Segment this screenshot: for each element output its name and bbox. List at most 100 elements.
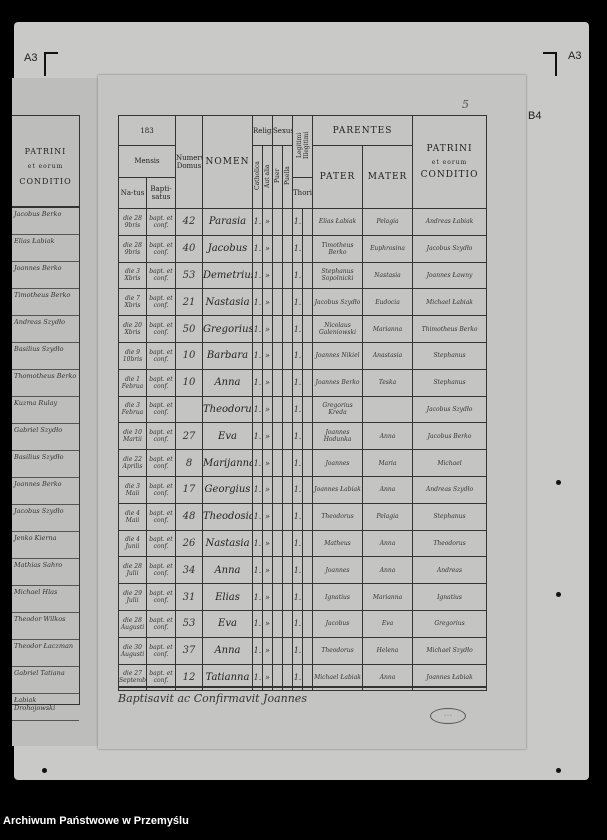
father-name: Theodorus xyxy=(312,636,364,665)
baptism-note: bapt. et conf. xyxy=(146,341,176,370)
left-patrini-entry: Timotheus Berko xyxy=(12,289,79,316)
religio-header: Religio xyxy=(251,115,274,146)
puella-mark xyxy=(282,208,294,236)
mother-name: Pelagia xyxy=(362,208,414,236)
child-name: Theodosia xyxy=(202,502,253,531)
legitimi-mark: 1. xyxy=(292,234,304,263)
birth-date: die 20 Xbris xyxy=(118,315,147,343)
house-number: 42 xyxy=(175,208,203,236)
catholica-mark: 1. xyxy=(252,449,263,477)
house-number: 53 xyxy=(175,261,203,290)
aut-alia-mark: » xyxy=(261,529,274,558)
register-row: die 28 9bris bapt. et conf. 42 Parasia 1.» 1.… xyxy=(118,208,488,236)
register-row: die 3 Maii bapt. et conf. 17 Georgius 1.» 1. J… xyxy=(118,475,488,504)
godparents: Andreas Szydło xyxy=(412,475,488,504)
aut-alia-mark: » xyxy=(261,341,274,370)
mother-name: Euphrosina xyxy=(362,234,414,263)
puer-mark xyxy=(272,556,284,585)
left-patrini-entry: Mathias Sahro xyxy=(12,559,79,586)
house-number xyxy=(175,395,203,424)
puer-header: Puer xyxy=(274,168,282,184)
baptism-note: bapt. et conf. xyxy=(146,636,176,665)
legitimi-mark: 1. xyxy=(292,636,304,665)
register-row: die 22 Aprilis bapt. et conf. 8 Marijanna 1.… xyxy=(118,449,488,477)
baptism-note: bapt. et conf. xyxy=(146,368,176,397)
page-number: 5 xyxy=(462,98,469,111)
puer-col: Puer xyxy=(272,145,284,209)
catholica-mark: 1. xyxy=(252,636,263,665)
illegitimi-mark xyxy=(302,341,314,370)
aut-alia-mark: » xyxy=(261,261,274,290)
hole-mark xyxy=(556,768,561,773)
left-patrini-entry: Basilius Szydło xyxy=(12,343,79,370)
puer-mark xyxy=(272,449,284,477)
puer-mark xyxy=(272,583,284,611)
birth-date: die 22 Aprilis xyxy=(118,449,147,477)
puella-mark xyxy=(282,341,294,370)
mother-name: Anna xyxy=(362,422,414,451)
patrini-header: PATRINI et eorum CONDITIO xyxy=(412,115,488,209)
house-number: 37 xyxy=(175,636,203,665)
birth-date: die 10 Martii xyxy=(118,422,147,451)
illegitimi-mark xyxy=(302,208,314,236)
catholica-mark: 1. xyxy=(252,368,263,397)
child-name: Anna xyxy=(202,368,253,397)
puer-mark xyxy=(272,341,284,370)
aut-alia-mark: » xyxy=(261,475,274,504)
puella-mark xyxy=(282,449,294,477)
puer-mark xyxy=(272,395,284,424)
godparents: Michael Łabiak xyxy=(412,288,488,317)
left-patrini-entry: Joannes Berko xyxy=(12,262,79,289)
left-patrini-entry: Thomotheus Berko xyxy=(12,370,79,397)
catholica-mark: 1. xyxy=(252,556,263,585)
puer-mark xyxy=(272,288,284,317)
godparents: Jacobus Szydło xyxy=(412,234,488,263)
catholica-col: Catholica xyxy=(252,145,263,209)
register-row: die 4 Junii bapt. et conf. 26 Nastasia 1.» 1.… xyxy=(118,529,488,558)
mother-name: Anastasia xyxy=(362,341,414,370)
child-name: Eva xyxy=(202,609,253,638)
baptism-note: bapt. et conf. xyxy=(146,234,176,263)
godparents: Gregorius xyxy=(412,609,488,638)
left-page xyxy=(12,78,100,746)
aut-alia-mark: » xyxy=(261,449,274,477)
aut-alia-mark: » xyxy=(261,368,274,397)
father-name: Joannes xyxy=(312,556,364,585)
mother-name: Eudocia xyxy=(362,288,414,317)
illegitimi-mark xyxy=(302,288,314,317)
house-number: 10 xyxy=(175,341,203,370)
register-row: die 28 Julii bapt. et conf. 34 Anna 1.» 1. Joa… xyxy=(118,556,488,585)
godparents: Stephanus xyxy=(412,502,488,531)
catholica-mark: 1. xyxy=(252,234,263,263)
header-text: et eorum xyxy=(27,163,64,170)
left-patrini-entry: Andreas Szydło xyxy=(12,316,79,343)
legitimi-mark: 1. xyxy=(292,288,304,317)
child-name: Anna xyxy=(202,636,253,665)
baptisatus-header: Bapti-satus xyxy=(146,176,176,209)
hole-mark xyxy=(556,480,561,485)
aut-alia-mark: » xyxy=(261,288,274,317)
house-number: 26 xyxy=(175,529,203,558)
hole-mark xyxy=(42,768,47,773)
puella-mark xyxy=(282,234,294,263)
baptism-note: bapt. et conf. xyxy=(146,609,176,638)
crop-mark xyxy=(543,52,557,76)
register-row: die 30 Augusti bapt. et conf. 37 Anna 1.» 1. T… xyxy=(118,636,488,665)
legitimi-header: Legitimi xyxy=(295,132,303,158)
puella-mark xyxy=(282,583,294,611)
aut-alia-mark: » xyxy=(261,609,274,638)
godparents: Michael xyxy=(412,449,488,477)
child-name: Georgius xyxy=(202,475,253,504)
house-number: 40 xyxy=(175,234,203,263)
puer-mark xyxy=(272,529,284,558)
left-patrini-entry: Jenko Kierna xyxy=(12,532,79,559)
child-name: Nastasia xyxy=(202,288,253,317)
legitimi-mark: 1. xyxy=(292,449,304,477)
child-name: Nastasia xyxy=(202,529,253,558)
mater-header: MATER xyxy=(362,145,414,209)
register-row: die 4 Maii bapt. et conf. 48 Theodosia 1.» 1.… xyxy=(118,502,488,531)
puella-mark xyxy=(282,502,294,531)
illegitimi-mark xyxy=(302,449,314,477)
godparents: Thimotheus Berko xyxy=(412,315,488,343)
register-row: die 9 10bris bapt. et conf. 10 Barbara 1.» 1.… xyxy=(118,341,488,370)
